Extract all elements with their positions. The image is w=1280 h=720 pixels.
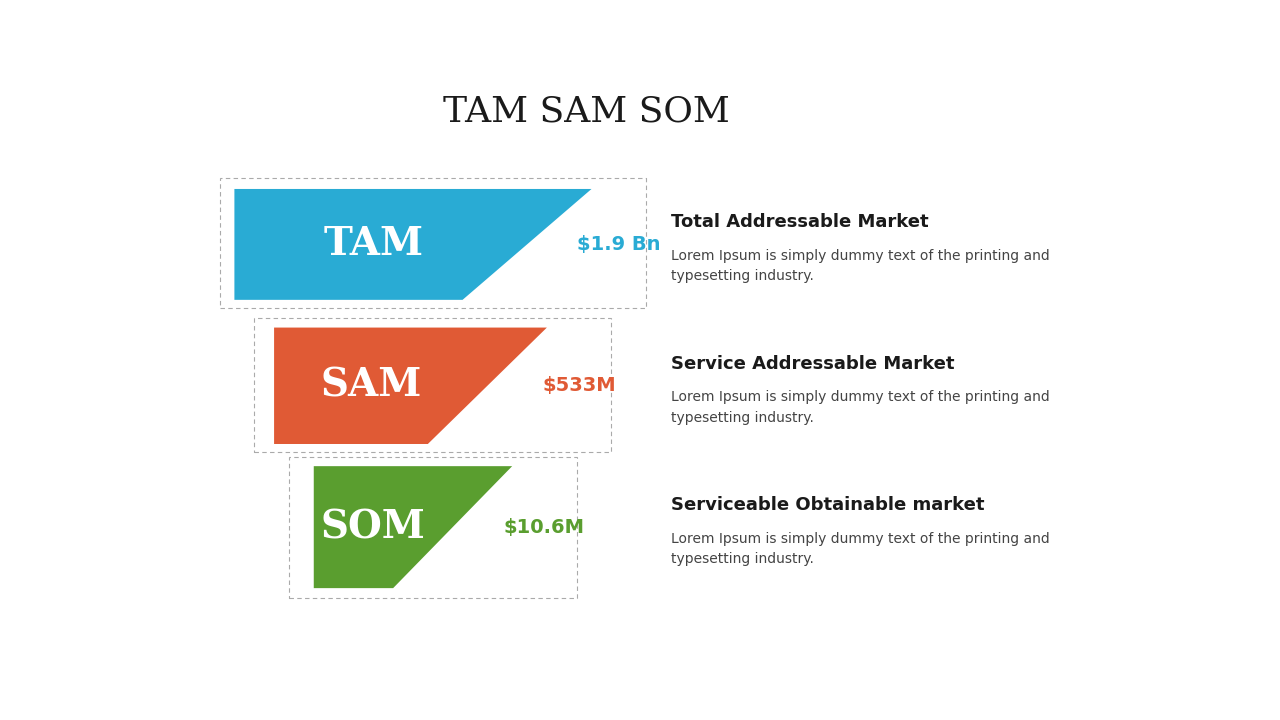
Bar <box>220 178 646 308</box>
Text: Lorem Ipsum is simply dummy text of the printing and
typesetting industry.: Lorem Ipsum is simply dummy text of the … <box>671 249 1050 284</box>
Text: Total Addressable Market: Total Addressable Market <box>671 213 928 231</box>
Text: Service Addressable Market: Service Addressable Market <box>671 355 955 373</box>
Text: $533M: $533M <box>543 377 616 395</box>
Polygon shape <box>234 189 591 300</box>
Polygon shape <box>314 466 512 588</box>
Text: Serviceable Obtainable market: Serviceable Obtainable market <box>671 496 984 514</box>
Text: TAM SAM SOM: TAM SAM SOM <box>443 94 730 128</box>
Bar <box>255 318 612 452</box>
Text: $1.9 Bn: $1.9 Bn <box>577 235 660 254</box>
Text: Lorem Ipsum is simply dummy text of the printing and
typesetting industry.: Lorem Ipsum is simply dummy text of the … <box>671 531 1050 566</box>
Text: SOM: SOM <box>321 508 426 546</box>
Text: TAM: TAM <box>324 225 424 264</box>
Text: $10.6M: $10.6M <box>504 518 585 536</box>
Polygon shape <box>274 328 547 444</box>
Text: SAM: SAM <box>320 366 421 405</box>
Bar <box>289 456 577 598</box>
Text: Lorem Ipsum is simply dummy text of the printing and
typesetting industry.: Lorem Ipsum is simply dummy text of the … <box>671 390 1050 425</box>
